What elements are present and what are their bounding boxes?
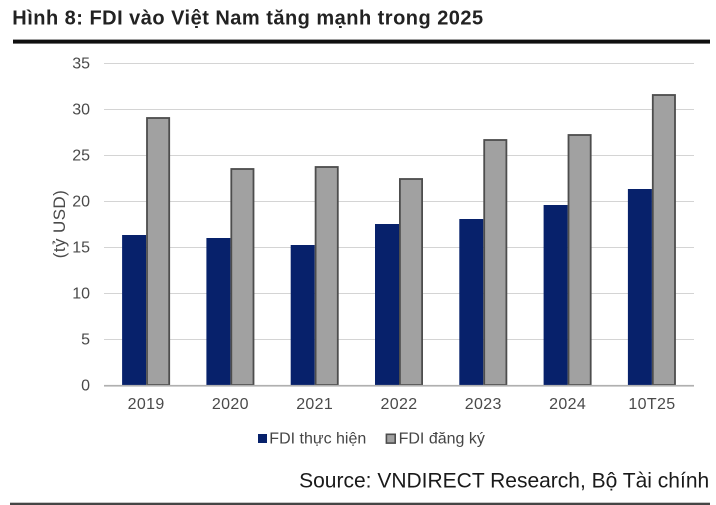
svg-text:FDI thực hiện: FDI thực hiện: [269, 431, 366, 448]
svg-text:30: 30: [72, 102, 90, 119]
svg-text:2021: 2021: [296, 396, 333, 413]
svg-text:FDI đăng ký: FDI đăng ký: [399, 431, 485, 448]
svg-text:10T25: 10T25: [628, 396, 675, 413]
svg-text:0: 0: [81, 378, 90, 395]
svg-text:2022: 2022: [381, 396, 418, 413]
svg-text:Source: VNDIRECT Research, Bộ: Source: VNDIRECT Research, Bộ Tài chính: [299, 470, 709, 493]
svg-text:2020: 2020: [212, 396, 249, 413]
svg-text:10: 10: [72, 286, 90, 303]
svg-text:(tỷ USD): (tỷ USD): [50, 190, 69, 258]
svg-text:20: 20: [72, 194, 90, 211]
svg-text:5: 5: [81, 332, 90, 349]
svg-text:2023: 2023: [465, 396, 502, 413]
svg-text:35: 35: [72, 56, 90, 73]
svg-text:2019: 2019: [128, 396, 165, 413]
svg-text:2024: 2024: [549, 396, 586, 413]
svg-text:15: 15: [72, 240, 90, 257]
svg-text:25: 25: [72, 148, 90, 165]
svg-text:Hình 8: FDI vào Việt Nam tăng: Hình 8: FDI vào Việt Nam tăng mạnh trong…: [12, 7, 483, 29]
